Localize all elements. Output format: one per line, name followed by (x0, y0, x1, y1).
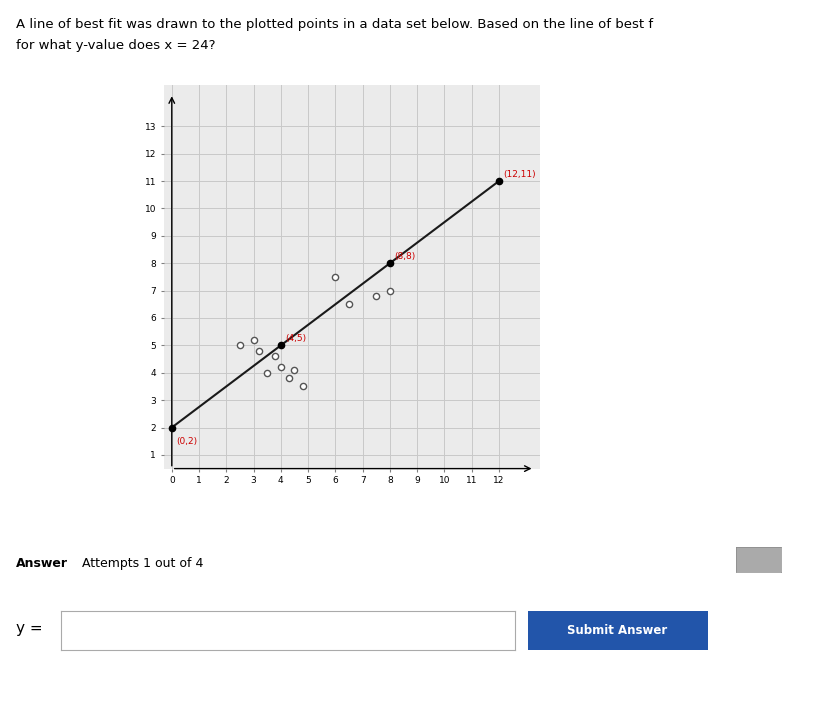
Point (296, 381, 309, 392)
Point (329, 271, 342, 283)
Point (247, 334, 260, 346)
Point (233, 339, 246, 351)
Text: A line of best fit was drawn to the plotted points in a data set below. Based on: A line of best fit was drawn to the plot… (16, 18, 654, 31)
Point (343, 299, 356, 310)
Text: (12,11): (12,11) (503, 170, 536, 179)
Text: Submit Answer: Submit Answer (568, 623, 667, 637)
Point (261, 367, 274, 378)
Text: for what y-value does x = 24?: for what y-value does x = 24? (16, 39, 216, 52)
Point (370, 290, 383, 302)
Point (384, 285, 397, 296)
Point (288, 364, 301, 376)
Text: y =: y = (16, 621, 43, 636)
Text: (4,5): (4,5) (285, 334, 306, 343)
Text: Answer: Answer (16, 557, 69, 570)
Point (282, 373, 295, 384)
Text: Attempts 1 out of 4: Attempts 1 out of 4 (82, 557, 203, 570)
Text: (0,2): (0,2) (176, 437, 197, 446)
Point (253, 345, 266, 356)
Point (274, 361, 287, 373)
Point (269, 351, 282, 362)
Text: (8,8): (8,8) (394, 252, 416, 261)
